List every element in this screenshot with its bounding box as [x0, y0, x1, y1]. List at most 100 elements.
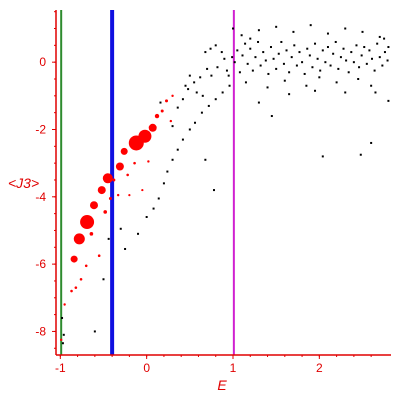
data-point-black — [373, 69, 376, 72]
data-point-black — [371, 57, 374, 60]
y-tick-label: -6 — [35, 257, 46, 271]
data-point-black — [359, 153, 362, 156]
data-point-black — [305, 84, 308, 87]
data-point-black — [257, 29, 260, 32]
data-point-black — [188, 128, 191, 131]
x-ticks: -1 0 1 2 — [55, 355, 372, 375]
y-tick-label: -4 — [35, 190, 46, 204]
data-point-black — [199, 76, 202, 79]
data-point-red — [133, 161, 136, 165]
data-point-black — [295, 64, 298, 67]
data-point-black — [204, 158, 207, 161]
data-point-red — [147, 160, 150, 163]
data-point-black — [280, 40, 283, 43]
black-points — [61, 24, 390, 345]
data-point-black — [259, 64, 262, 67]
data-point-black — [162, 182, 165, 185]
data-point-black — [329, 64, 332, 67]
data-point-black — [318, 76, 321, 79]
data-point-black — [201, 94, 204, 97]
data-point-black — [387, 46, 390, 49]
data-point-black — [334, 40, 337, 43]
data-point-black — [216, 66, 219, 69]
data-point-black — [249, 47, 252, 50]
data-point-black — [357, 78, 360, 80]
data-point-black — [257, 40, 260, 43]
data-point-black — [157, 197, 160, 200]
data-point-red — [70, 289, 73, 293]
data-point-black — [332, 52, 335, 55]
data-point-black — [337, 67, 340, 70]
data-point-black — [352, 61, 355, 64]
data-point-black — [314, 89, 317, 92]
data-point-red — [160, 109, 164, 113]
data-point-black — [244, 81, 247, 84]
data-point-black — [378, 56, 381, 59]
data-point-red — [141, 188, 144, 192]
data-point-black — [321, 155, 324, 158]
data-point-black — [119, 227, 122, 230]
data-point-black — [184, 84, 187, 87]
vertical-lines — [60, 10, 235, 355]
data-point-black — [374, 91, 377, 94]
data-point-black — [210, 74, 213, 77]
data-point-red — [97, 254, 101, 258]
data-point-red — [74, 286, 78, 289]
data-point-black — [145, 216, 148, 218]
y-tick-label: -2 — [35, 122, 46, 136]
data-point-black — [231, 56, 234, 59]
data-point-black — [383, 37, 386, 40]
data-point-black — [188, 74, 191, 77]
data-point-black — [376, 42, 379, 45]
data-point-black — [288, 93, 291, 96]
data-point-black — [275, 67, 278, 70]
data-point-black — [301, 61, 304, 64]
data-point-black — [193, 81, 196, 84]
x-tick-label: 2 — [316, 361, 323, 375]
data-point-black — [257, 101, 260, 104]
data-point-black — [361, 30, 364, 33]
data-point-black — [236, 49, 239, 52]
data-point-black — [159, 101, 162, 104]
data-point-black — [171, 158, 174, 161]
data-point-black — [275, 25, 278, 28]
data-point-black — [270, 115, 273, 118]
data-point-black — [347, 71, 350, 74]
data-point-black — [264, 59, 267, 62]
data-point-black — [176, 106, 179, 109]
data-point-red — [148, 123, 157, 132]
data-point-black — [370, 141, 373, 144]
data-point-black — [238, 71, 241, 74]
data-point-black — [223, 57, 226, 60]
data-point-black — [387, 99, 390, 102]
data-point-black — [246, 62, 249, 65]
data-point-black — [220, 51, 223, 54]
data-point-black — [344, 27, 347, 30]
data-point-black — [228, 84, 231, 87]
data-point-black — [241, 54, 244, 57]
data-point-black — [282, 62, 285, 65]
data-point-black — [383, 51, 386, 54]
data-point-red — [165, 99, 169, 103]
data-point-black — [102, 278, 105, 281]
data-point-red — [63, 303, 66, 306]
data-point-black — [386, 59, 389, 62]
data-point-black — [335, 81, 338, 84]
data-point-black — [314, 42, 317, 45]
x-tick-label: 1 — [230, 361, 237, 375]
data-point-black — [321, 49, 324, 52]
data-point-black — [266, 86, 269, 89]
data-point-black — [342, 47, 345, 50]
data-point-black — [360, 54, 363, 57]
data-point-black — [251, 69, 254, 72]
y-ticks: 0 -2 -4 -6 -8 — [35, 11, 56, 349]
red-points — [59, 94, 174, 342]
x-axis-label: E — [217, 377, 227, 393]
data-point-black — [298, 51, 301, 54]
data-point-black — [176, 148, 179, 151]
data-point-black — [358, 66, 361, 69]
data-point-black — [306, 47, 309, 50]
data-point-black — [181, 138, 184, 141]
data-point-black — [311, 66, 314, 69]
data-point-black — [137, 232, 140, 235]
